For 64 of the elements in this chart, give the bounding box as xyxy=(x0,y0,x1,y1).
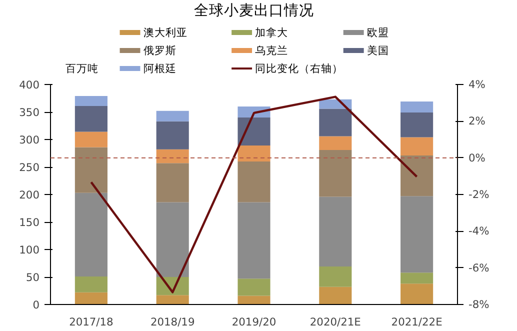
y-tick-label: 100 xyxy=(19,244,40,256)
y2-tick-label: -2% xyxy=(468,188,490,201)
legend-label: 阿根廷 xyxy=(143,62,176,75)
y-tick-label: 400 xyxy=(19,78,40,92)
x-tick-label: 2018/19 xyxy=(150,316,195,328)
bar xyxy=(319,266,352,287)
bar xyxy=(74,292,108,304)
bar xyxy=(400,102,434,113)
legend-label: 同比变化（右轴） xyxy=(255,62,344,75)
bar xyxy=(400,155,434,196)
x-tick-label: 2020/21E xyxy=(310,316,362,328)
bar xyxy=(156,163,189,202)
bar xyxy=(74,276,108,292)
bar xyxy=(400,112,434,138)
bar xyxy=(400,284,434,304)
line-series xyxy=(90,96,418,294)
legend-label: 欧盟 xyxy=(366,26,389,39)
bar xyxy=(156,149,189,164)
y-tick-label: 150 xyxy=(19,216,40,229)
legend-label: 乌克兰 xyxy=(255,44,288,57)
y-axis-title: 百万吨 xyxy=(65,62,98,75)
bar xyxy=(238,296,270,304)
legend-label: 澳大利亚 xyxy=(143,26,188,39)
y2-tick-label: 4% xyxy=(468,78,486,91)
bar xyxy=(400,196,434,273)
bar xyxy=(74,132,108,148)
y-tick-label: 300 xyxy=(19,134,40,146)
y2-tick-label: 2% xyxy=(468,114,486,128)
bar xyxy=(74,192,108,276)
bar xyxy=(74,106,108,132)
bar xyxy=(156,121,189,150)
bar xyxy=(319,286,352,304)
y2-tick-label: -8% xyxy=(468,298,490,311)
bar xyxy=(156,110,189,122)
legend-label: 加拿大 xyxy=(255,26,288,39)
y-tick-label: 50 xyxy=(26,271,40,284)
y-tick-label: 350 xyxy=(19,106,40,119)
y-tick-label: 250 xyxy=(19,161,40,174)
bar xyxy=(238,162,270,202)
bar xyxy=(238,202,270,279)
bar xyxy=(238,118,270,146)
legend-label: 美国 xyxy=(366,44,389,57)
y2-tick-label: 0% xyxy=(468,151,486,164)
x-tick-label: 2021/22E xyxy=(391,316,443,328)
y-tick-label: 0 xyxy=(32,298,40,312)
legend-label: 俄罗斯 xyxy=(143,44,176,57)
bar xyxy=(319,150,352,197)
bar xyxy=(319,108,352,136)
y2-tick-label: -6% xyxy=(468,261,490,274)
bar xyxy=(238,146,270,162)
bar xyxy=(74,96,108,106)
bar xyxy=(319,196,352,267)
bar xyxy=(156,202,189,277)
bar xyxy=(156,295,189,304)
bar xyxy=(74,147,108,193)
y2-tick-label: -4% xyxy=(468,224,490,238)
bar xyxy=(400,272,434,284)
x-tick-label: 2019/20 xyxy=(232,316,276,328)
bar xyxy=(319,136,352,150)
chart-title: 全球小麦出口情况 xyxy=(194,2,314,19)
bar xyxy=(238,278,270,296)
x-tick-label: 2017/18 xyxy=(69,316,114,328)
bar xyxy=(400,137,434,156)
y-tick-label: 200 xyxy=(19,188,40,202)
